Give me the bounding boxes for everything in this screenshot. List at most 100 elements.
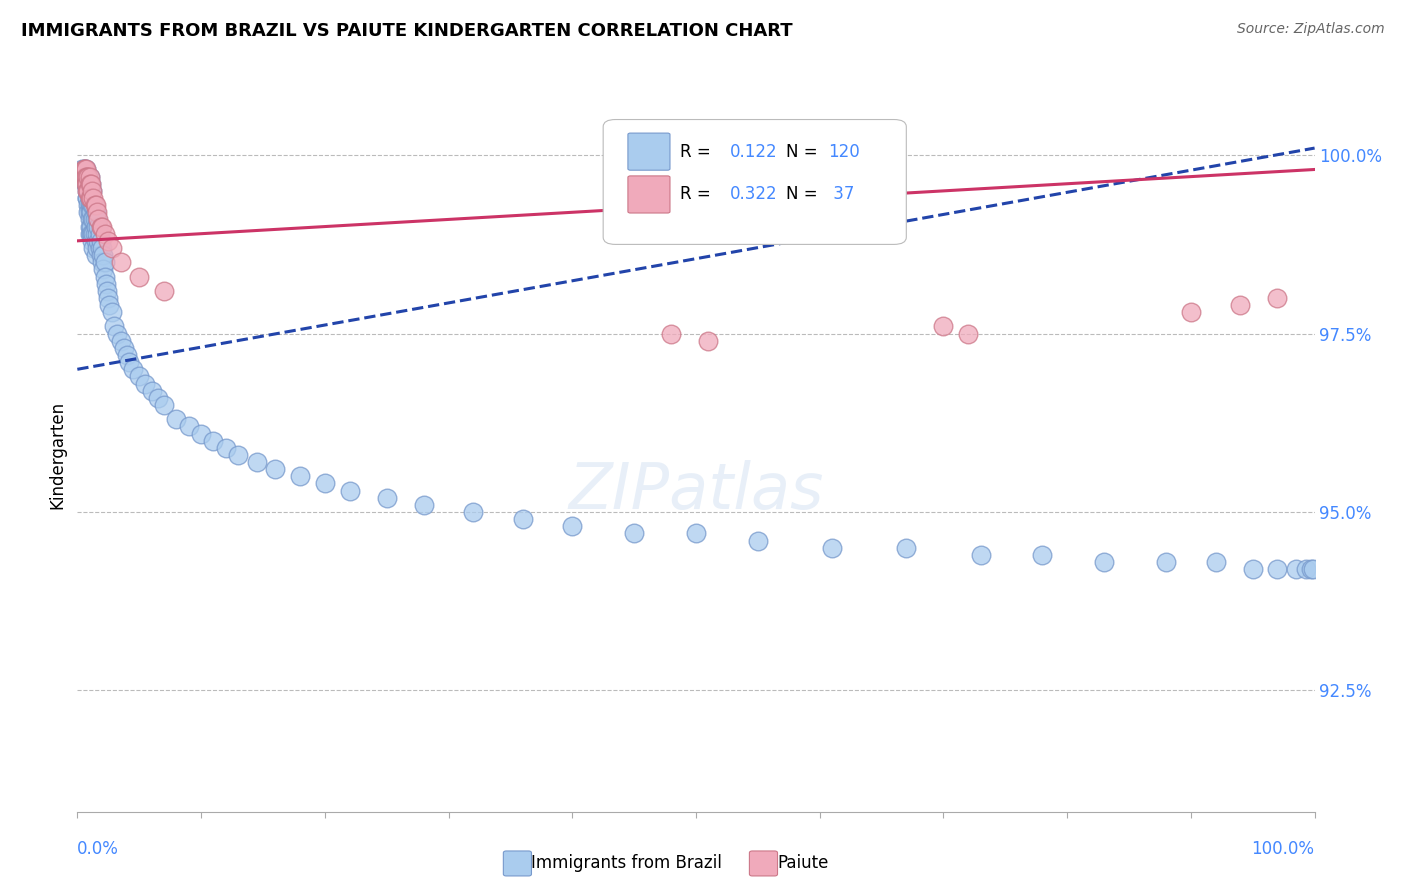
Text: R =: R = (681, 186, 716, 203)
Text: Paiute: Paiute (778, 855, 830, 872)
Point (80, 177, 103, 191)
Point (83, 198, 105, 212)
Point (75, 162, 97, 177)
Point (77, 169, 100, 184)
Point (112, 341, 135, 355)
Point (561, 519, 583, 533)
Point (747, 533, 769, 548)
Point (76, 184, 98, 198)
Point (90, 234, 112, 248)
Point (1031, 548, 1053, 562)
Point (73, 162, 96, 177)
Point (1241, 562, 1264, 576)
Point (896, 541, 918, 555)
Point (79, 191, 101, 205)
Point (932, 319, 955, 334)
Point (177, 419, 200, 434)
Point (82, 227, 104, 241)
Point (76, 177, 98, 191)
Point (623, 526, 645, 541)
Point (79, 198, 101, 212)
Text: 0.0%: 0.0% (77, 840, 120, 858)
Point (73, 162, 96, 177)
Point (957, 326, 980, 341)
Point (75, 162, 97, 177)
Point (969, 548, 991, 562)
Point (141, 384, 163, 398)
Point (79, 205, 101, 219)
Point (89, 227, 111, 241)
Point (110, 255, 132, 269)
Point (82, 198, 104, 212)
Point (82, 191, 104, 205)
Point (75, 177, 97, 191)
Point (79, 227, 101, 241)
Point (86, 241, 108, 255)
Point (86, 212, 108, 227)
Point (93, 255, 115, 269)
Point (75, 177, 97, 191)
Point (1295, 562, 1317, 576)
Point (98, 298, 121, 312)
Point (1267, 562, 1289, 576)
Point (76, 184, 98, 198)
Point (110, 334, 132, 348)
Point (84, 198, 107, 212)
Point (75, 177, 97, 191)
Point (215, 441, 238, 455)
Point (1205, 555, 1227, 569)
Point (821, 541, 844, 555)
Point (1154, 555, 1177, 569)
Point (97, 234, 120, 248)
Point (91, 255, 114, 269)
Text: N =: N = (786, 143, 823, 161)
Point (84, 219, 107, 234)
Text: 100.0%: 100.0% (1251, 840, 1315, 858)
Point (165, 412, 187, 426)
Point (83, 227, 105, 241)
Point (82, 184, 104, 198)
Point (122, 362, 145, 376)
FancyBboxPatch shape (628, 133, 671, 170)
Point (1302, 562, 1324, 576)
Point (75, 177, 97, 191)
Point (76, 177, 98, 191)
Point (82, 198, 104, 212)
Point (94, 277, 117, 291)
Point (375, 491, 398, 505)
Point (685, 526, 707, 541)
Point (77, 184, 100, 198)
Point (79, 184, 101, 198)
Point (91, 248, 114, 262)
Point (153, 398, 176, 412)
Point (339, 483, 361, 498)
Point (697, 334, 720, 348)
Point (84, 234, 107, 248)
Point (79, 169, 101, 184)
Point (82, 227, 104, 241)
Point (86, 227, 108, 241)
Point (246, 455, 269, 469)
Point (76, 169, 98, 184)
Point (412, 498, 434, 512)
Point (79, 219, 101, 234)
Y-axis label: Kindergarten: Kindergarten (48, 401, 66, 509)
Point (93, 269, 115, 284)
Point (288, 469, 311, 483)
Point (190, 426, 212, 441)
Point (77, 198, 100, 212)
Point (72, 162, 94, 177)
Point (82, 212, 104, 227)
Point (76, 169, 98, 184)
Point (80, 177, 103, 191)
Point (202, 434, 225, 448)
Point (87, 219, 110, 234)
Point (93, 227, 115, 241)
Point (97, 291, 120, 305)
Point (84, 205, 107, 219)
Text: 0.322: 0.322 (730, 186, 778, 203)
Point (91, 241, 114, 255)
FancyBboxPatch shape (603, 120, 907, 244)
Point (90, 219, 112, 234)
Point (76, 191, 98, 205)
